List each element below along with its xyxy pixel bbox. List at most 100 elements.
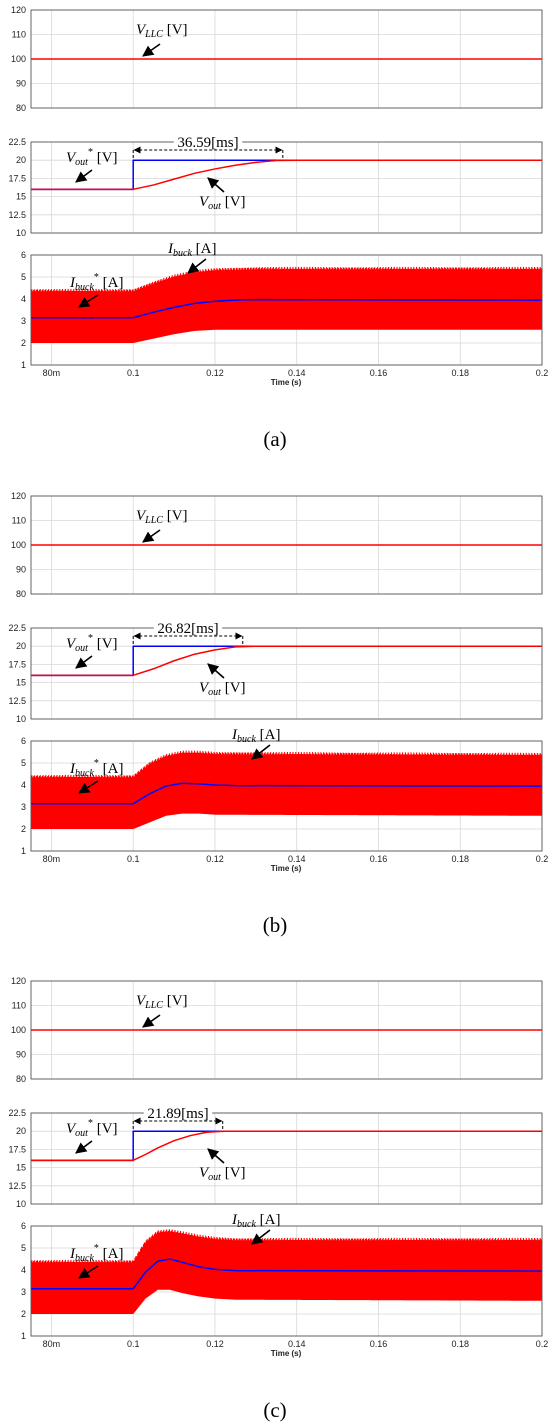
y-tick-label: 6 <box>21 1221 26 1231</box>
ibuck-label: Ibuck [A] <box>231 1212 280 1230</box>
y-tick-label: 4 <box>21 1265 26 1275</box>
vout-ref-label: Vout* [V] <box>66 1118 118 1139</box>
y-tick-label: 2 <box>21 1309 26 1319</box>
y-tick-label: 15 <box>16 192 26 202</box>
y-tick-label: 110 <box>12 1001 26 1011</box>
vout-arrow <box>207 1148 225 1164</box>
x-axis-label: Time (s) <box>271 378 302 387</box>
y-tick-label: 2 <box>21 824 26 834</box>
y-tick-label: 15 <box>16 1163 26 1173</box>
plot-area <box>31 628 542 719</box>
y-tick-label: 120 <box>11 976 26 986</box>
ibuck-arrow <box>251 1229 271 1245</box>
ibuck-ref-label: Ibuck* [A] <box>69 758 123 779</box>
y-tick-label: 5 <box>21 1243 26 1253</box>
x-tick-label: 0.2 <box>536 368 549 378</box>
vllc-arrow <box>142 529 161 543</box>
series-line <box>31 298 543 319</box>
y-tick-label: 100 <box>11 540 26 550</box>
y-tick-label: 120 <box>11 5 26 15</box>
y-tick-label: 3 <box>21 802 26 812</box>
y-tick-label: 100 <box>11 54 26 64</box>
x-tick-label: 0.12 <box>206 854 224 864</box>
settling-label-bg <box>173 135 243 149</box>
panel-1: 80 90 100 110 120 VLLC [V] <box>11 5 543 113</box>
x-tick-label: 0.12 <box>206 1339 224 1349</box>
ibuck-ref-arrow <box>78 780 99 794</box>
vout-ref-arrow <box>75 169 93 183</box>
vllc-label: VLLC [V] <box>136 508 188 526</box>
vout-ref-arrow <box>75 1140 93 1154</box>
panel-1: 80 90 100 110 120 VLLC [V] <box>11 976 543 1084</box>
x-tick-label: 0.16 <box>370 854 388 864</box>
y-tick-label: 80 <box>16 1074 26 1084</box>
series-line <box>31 159 542 191</box>
y-tick-label: 3 <box>21 1287 26 1297</box>
x-tick-label: 0.14 <box>288 368 306 378</box>
y-tick-label: 22.5 <box>8 1108 26 1118</box>
plot-frame <box>30 627 543 720</box>
vout-ref-arrow <box>75 655 93 669</box>
ibuck-ref-label: Ibuck* [A] <box>69 272 123 293</box>
y-tick-label: 1 <box>21 360 26 370</box>
ibuck-ripple-band <box>31 1231 542 1313</box>
y-tick-label: 17.5 <box>8 659 26 669</box>
y-tick-label: 5 <box>21 272 26 282</box>
subfigure-caption: (a) <box>263 427 286 451</box>
plot-area <box>31 142 542 233</box>
y-tick-label: 120 <box>11 491 26 501</box>
plot-frame <box>30 495 543 595</box>
x-tick-label: 0.14 <box>288 854 306 864</box>
y-tick-label: 5 <box>21 758 26 768</box>
x-tick-label: 0.18 <box>451 368 469 378</box>
series-line <box>31 645 542 677</box>
y-tick-label: 6 <box>21 250 26 260</box>
x-tick-label: 0.1 <box>127 854 140 864</box>
y-tick-label: 17.5 <box>8 1144 26 1154</box>
y-tick-label: 6 <box>21 736 26 746</box>
y-tick-label: 4 <box>21 780 26 790</box>
settling-time-label: 21.89[ms] <box>147 1106 208 1122</box>
ibuck-label: Ibuck [A] <box>167 241 216 259</box>
subfigure-caption: (b) <box>263 913 288 937</box>
panel-3: 1 2 3 4 5 6 Ibuck* [A] Ibuck [A] <box>21 1212 543 1341</box>
x-tick-label: 0.16 <box>370 368 388 378</box>
vout-arrow <box>207 177 225 193</box>
vllc-arrow <box>142 1014 161 1028</box>
plot-frame <box>30 254 543 366</box>
vout-ref-label: Vout* [V] <box>66 633 118 654</box>
ibuck-ripple-band <box>31 269 542 342</box>
y-tick-label: 12.5 <box>8 696 26 706</box>
plot-frame <box>30 980 543 1080</box>
ibuck-ref-arrow <box>78 294 99 308</box>
y-tick-label: 110 <box>12 30 26 40</box>
panel-2: 10 12.5 15 17.5 20 22.5 26.82[ms] Vout* [V] Vout… <box>8 621 543 724</box>
y-tick-label: 12.5 <box>8 1181 26 1191</box>
y-tick-label: 3 <box>21 316 26 326</box>
vout-arrow <box>207 663 225 679</box>
series-line <box>31 1258 543 1290</box>
vout-ref-label: Vout* [V] <box>66 147 118 168</box>
settling-time-label: 26.82[ms] <box>157 621 218 637</box>
settling-label-bg <box>143 1106 213 1120</box>
ibuck-label: Ibuck [A] <box>231 727 280 745</box>
ibuck-arrow <box>187 258 207 274</box>
y-tick-label: 22.5 <box>8 623 26 633</box>
ibuck-arrow <box>251 744 271 760</box>
y-tick-label: 2 <box>21 338 26 348</box>
y-tick-label: 80 <box>16 103 26 113</box>
x-tick-label: 0.14 <box>288 1339 306 1349</box>
panel-3: 1 2 3 4 5 6 Ibuck* [A] Ibuck [A] <box>21 241 543 370</box>
y-tick-label: 10 <box>16 228 26 238</box>
y-tick-label: 15 <box>16 678 26 688</box>
series-line <box>31 1130 542 1162</box>
plot-frame <box>30 740 543 852</box>
y-tick-label: 90 <box>16 565 26 575</box>
vllc-label: VLLC [V] <box>136 22 188 40</box>
y-tick-label: 1 <box>21 1331 26 1341</box>
x-tick-label: 0.18 <box>451 854 469 864</box>
x-axis-label: Time (s) <box>271 864 302 873</box>
x-tick-label: 0.12 <box>206 368 224 378</box>
